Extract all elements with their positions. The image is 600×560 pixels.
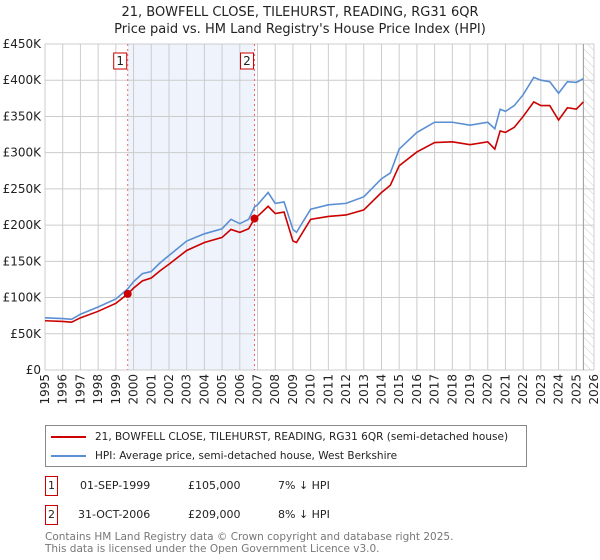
x-tick-label: 2026: [587, 374, 600, 405]
x-tick-label: 2009: [286, 374, 300, 405]
holding-period-shade: [127, 44, 255, 370]
transaction-marker: 1: [45, 476, 58, 496]
x-tick-label: 1998: [91, 374, 105, 405]
future-hatch: [583, 44, 594, 370]
x-tick-label: 2018: [445, 374, 459, 405]
hpi-line: [44, 76, 584, 321]
legend-item-property: 21, BOWFELL CLOSE, TILEHURST, READING, R…: [46, 429, 508, 445]
x-tick-label: 2021: [498, 374, 512, 405]
footer-copyright: Contains HM Land Registry data © Crown c…: [45, 531, 454, 543]
x-tick-label: 2004: [197, 374, 211, 405]
x-tick-label: 2025: [569, 374, 583, 405]
x-tick-label: 2020: [481, 374, 495, 405]
x-tick-label: 2022: [516, 374, 530, 405]
y-tick-label: £200K: [3, 218, 43, 232]
x-tick-label: 2013: [357, 374, 371, 405]
sale-point: [123, 289, 132, 298]
sale-label: 2: [243, 54, 251, 68]
x-tick-label: 2012: [339, 374, 353, 405]
x-tick-label: 2014: [374, 374, 388, 405]
y-tick-label: £100K: [3, 291, 43, 305]
x-tick-label: 2023: [534, 374, 548, 405]
x-tick-label: 2017: [428, 374, 442, 405]
y-tick-label: £250K: [3, 182, 43, 196]
sale-point: [250, 214, 259, 223]
chart-subtitle: Price paid vs. HM Land Registry's House …: [114, 22, 486, 37]
blue-line-swatch: [51, 455, 86, 457]
footer-licence: This data is licensed under the Open Gov…: [45, 543, 380, 555]
y-tick-label: £350K: [3, 109, 43, 123]
transaction-date: 31-OCT-2006: [78, 508, 151, 521]
sale-label-box: [240, 52, 255, 70]
property-price-line: [44, 100, 584, 324]
y-tick-label: £450K: [3, 37, 43, 51]
x-tick-label: 1995: [38, 374, 52, 405]
legend-label: HPI: Average price, semi-detached house,…: [95, 450, 398, 462]
sale-label: 1: [116, 54, 124, 68]
x-tick-label: 2006: [233, 374, 247, 405]
x-tick-label: 2000: [127, 374, 141, 405]
x-tick-label: 2001: [144, 374, 158, 405]
y-tick-label: £150K: [3, 254, 43, 268]
transaction-price: £105,000: [188, 479, 241, 492]
x-tick-label: 2019: [463, 374, 477, 405]
x-tick-label: 1997: [73, 374, 87, 405]
x-tick-label: 2010: [304, 374, 318, 405]
red-line-swatch: [51, 436, 86, 438]
transaction-price: £209,000: [188, 508, 241, 521]
x-tick-label: 2003: [180, 374, 194, 405]
x-tick-label: 1996: [56, 374, 70, 405]
transaction-marker: 2: [45, 505, 58, 525]
legend: 21, BOWFELL CLOSE, TILEHURST, READING, R…: [45, 425, 527, 467]
x-tick-label: 2002: [162, 374, 176, 405]
transaction-hpi: 8% ↓ HPI: [278, 508, 330, 521]
transaction-date: 01-SEP-1999: [80, 479, 151, 492]
chart-title: 21, BOWFELL CLOSE, TILEHURST, READING, R…: [121, 5, 479, 20]
x-tick-label: 1999: [109, 374, 123, 405]
plot-area: 1995 1996 1997 1998 1999 2000 2001 2002 2003 2004…: [3, 37, 600, 405]
legend-item-hpi: HPI: Average price, semi-detached house,…: [46, 448, 397, 464]
y-tick-label: £300K: [3, 146, 43, 160]
x-tick-label: 2016: [410, 374, 424, 405]
x-tick-label: 2005: [215, 374, 229, 405]
y-tick-label: £400K: [3, 73, 43, 87]
sale-label-box: [113, 52, 128, 70]
y-tick-label: £0: [26, 363, 41, 377]
transaction-hpi: 7% ↓ HPI: [278, 479, 330, 492]
x-tick-label: 2007: [251, 374, 265, 405]
y-tick-label: £50K: [10, 327, 42, 341]
x-tick-label: 2015: [392, 374, 406, 405]
footer: Contains HM Land Registry data © Crown c…: [45, 531, 453, 555]
legend-label: 21, BOWFELL CLOSE, TILEHURST, READING, R…: [95, 431, 509, 443]
x-tick-label: 2024: [552, 374, 566, 405]
x-tick-label: 2011: [321, 374, 335, 405]
x-tick-label: 2008: [268, 374, 282, 405]
